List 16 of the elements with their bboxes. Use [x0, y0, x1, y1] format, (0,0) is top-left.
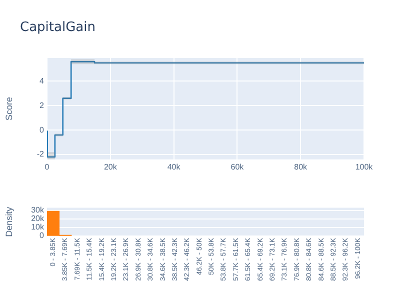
y-tick-label: 20k	[31, 214, 45, 224]
x-tick-label: 100k	[355, 162, 374, 172]
y-tick-label: 0	[40, 125, 45, 134]
x-tick-label: 40k	[167, 162, 182, 172]
y-axis-title: Density	[4, 206, 14, 237]
y-tick-label: 30k	[31, 206, 45, 215]
x-tick-label: 20k	[104, 162, 118, 172]
x-tick-label: 60k	[230, 162, 245, 172]
y-tick-label: 2	[40, 100, 45, 110]
x-tick-label: 80k	[294, 162, 308, 172]
y-tick-label: 4	[40, 76, 45, 86]
chart-title: CapitalGain	[20, 20, 96, 35]
y-axis-title: Score	[4, 96, 14, 120]
y-tick-label: -2	[36, 150, 45, 159]
y-tick-label: 10k	[31, 222, 45, 232]
y-tick-label: 0	[40, 231, 45, 240]
